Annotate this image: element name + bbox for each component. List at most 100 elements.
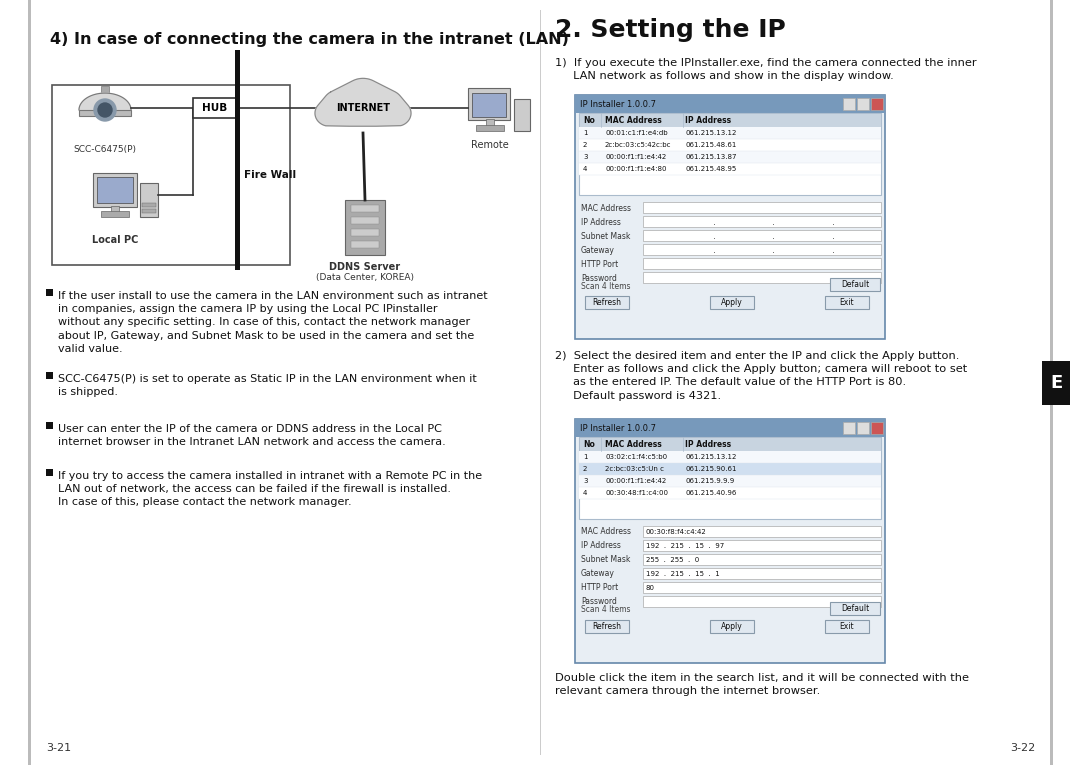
Text: MAC Address: MAC Address: [581, 203, 631, 213]
Text: Subnet Mask: Subnet Mask: [581, 555, 631, 565]
Text: 192  .  215  .  15  .  97: 192 . 215 . 15 . 97: [646, 542, 725, 549]
Text: 061.215.9.9.9: 061.215.9.9.9: [685, 478, 734, 484]
Text: .: .: [772, 245, 775, 255]
Text: SCC-C6475(P): SCC-C6475(P): [73, 145, 136, 154]
Text: Apply: Apply: [721, 298, 743, 307]
Text: 1: 1: [583, 454, 588, 460]
Text: Password: Password: [581, 597, 617, 607]
Bar: [579, 437, 881, 451]
Bar: [140, 183, 158, 217]
Text: (Data Center, KOREA): (Data Center, KOREA): [316, 273, 414, 282]
Bar: [102, 211, 129, 217]
Bar: [575, 419, 885, 663]
Bar: [710, 296, 754, 309]
Bar: [579, 475, 881, 487]
Text: IP Address: IP Address: [685, 116, 731, 125]
Bar: [486, 119, 494, 126]
Text: 061.215.13.12: 061.215.13.12: [685, 454, 737, 460]
Text: .: .: [713, 230, 716, 240]
Bar: [579, 139, 881, 151]
Text: 061.215.13.12: 061.215.13.12: [685, 130, 737, 136]
Text: 061.215.90.61: 061.215.90.61: [685, 466, 737, 472]
Text: MAC Address: MAC Address: [581, 528, 631, 536]
Text: Double click the item in the search list, and it will be connected with the
rele: Double click the item in the search list…: [555, 673, 969, 696]
Bar: [643, 540, 881, 551]
Text: Refresh: Refresh: [593, 298, 621, 307]
Bar: [831, 278, 880, 291]
Bar: [831, 602, 880, 615]
Bar: [643, 202, 881, 213]
Bar: [643, 272, 881, 283]
Text: IP Installer 1.0.0.7: IP Installer 1.0.0.7: [580, 424, 656, 432]
Bar: [643, 258, 881, 269]
Bar: [870, 422, 883, 434]
Text: User can enter the IP of the camera or DDNS address in the Local PC
internet bro: User can enter the IP of the camera or D…: [58, 424, 446, 448]
Bar: [579, 437, 881, 519]
Polygon shape: [79, 93, 131, 110]
Text: 00:01:c1:f1:e4:db: 00:01:c1:f1:e4:db: [605, 130, 667, 136]
Bar: [858, 422, 869, 434]
Bar: [579, 487, 881, 499]
Bar: [351, 241, 379, 248]
Circle shape: [94, 99, 116, 121]
Bar: [585, 296, 629, 309]
Text: 1: 1: [583, 130, 588, 136]
Text: 4: 4: [583, 490, 588, 496]
Text: .: .: [832, 216, 835, 226]
Bar: [643, 568, 881, 579]
Bar: [575, 419, 885, 437]
Bar: [476, 125, 504, 131]
Text: IP Address: IP Address: [581, 542, 621, 551]
Text: 03:02:c1:f4:c5:b0: 03:02:c1:f4:c5:b0: [605, 454, 667, 460]
Bar: [1050, 0, 1053, 765]
Text: .: .: [772, 230, 775, 240]
Text: Local PC: Local PC: [92, 235, 138, 245]
Text: MAC Address: MAC Address: [605, 116, 662, 125]
Bar: [345, 200, 384, 255]
Bar: [579, 463, 881, 475]
Text: Exit: Exit: [839, 298, 854, 307]
Text: .: .: [713, 245, 716, 255]
Text: E: E: [1050, 374, 1062, 392]
Text: 00:00:f1:f1:e4:42: 00:00:f1:f1:e4:42: [605, 478, 666, 484]
Text: IP Address: IP Address: [581, 217, 621, 226]
Text: If the user install to use the camera in the LAN environment such as intranet
in: If the user install to use the camera in…: [58, 291, 488, 353]
Bar: [825, 296, 869, 309]
Bar: [351, 205, 379, 212]
Text: 061.215.13.87: 061.215.13.87: [685, 154, 737, 160]
Text: If you try to access the camera installed in intranet with a Remote PC in the
LA: If you try to access the camera installe…: [58, 471, 482, 507]
Bar: [46, 372, 53, 379]
Bar: [46, 289, 53, 296]
Bar: [858, 98, 869, 110]
Bar: [93, 173, 137, 207]
Bar: [193, 98, 237, 118]
Text: .: .: [713, 216, 716, 226]
Bar: [351, 217, 379, 224]
Bar: [575, 95, 885, 339]
Text: 2c:bc:03:c5:42c:bc: 2c:bc:03:c5:42c:bc: [605, 142, 672, 148]
Bar: [575, 95, 885, 113]
Text: HTTP Port: HTTP Port: [581, 259, 618, 269]
Bar: [1042, 361, 1070, 405]
Bar: [468, 88, 510, 120]
Bar: [52, 85, 291, 265]
Bar: [514, 99, 530, 131]
Text: Scan 4 Items: Scan 4 Items: [581, 282, 631, 291]
Bar: [643, 244, 881, 255]
Bar: [97, 177, 133, 203]
Bar: [46, 469, 53, 476]
Bar: [472, 93, 507, 117]
Bar: [46, 422, 53, 429]
Bar: [643, 230, 881, 241]
Bar: [579, 127, 881, 139]
Text: 3-22: 3-22: [1010, 743, 1036, 753]
Text: MAC Address: MAC Address: [605, 440, 662, 448]
Text: Default: Default: [841, 604, 869, 613]
Bar: [579, 113, 881, 127]
Text: No: No: [583, 116, 595, 125]
Text: 2: 2: [583, 142, 588, 148]
Polygon shape: [315, 78, 411, 126]
Text: IP Installer 1.0.0.7: IP Installer 1.0.0.7: [580, 99, 656, 109]
Text: 3: 3: [583, 154, 588, 160]
Text: Fire Wall: Fire Wall: [244, 170, 296, 180]
